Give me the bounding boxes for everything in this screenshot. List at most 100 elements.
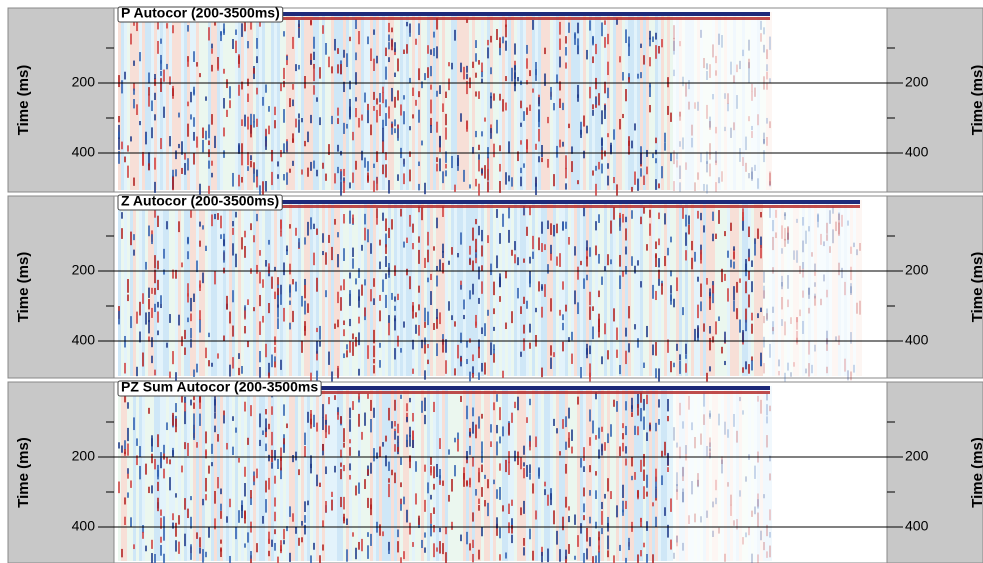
trace-wiggle xyxy=(295,282,297,292)
trace-wiggle xyxy=(499,273,501,287)
trace-wiggle xyxy=(736,519,738,529)
trace xyxy=(130,386,133,561)
trace-wiggle xyxy=(466,341,468,347)
trace xyxy=(364,200,367,376)
trace-wiggle xyxy=(358,268,360,278)
trace-wiggle xyxy=(706,161,708,172)
trace xyxy=(307,12,310,190)
trace-wiggle xyxy=(526,227,528,236)
trace-wiggle xyxy=(550,253,552,261)
trace-wiggle xyxy=(364,413,366,426)
trace xyxy=(649,386,652,561)
trace-wiggle xyxy=(145,312,147,324)
trace-wiggle xyxy=(409,398,411,402)
trace-wiggle xyxy=(763,139,765,144)
trace-wiggle xyxy=(244,305,246,310)
trace xyxy=(445,386,448,561)
trace-wiggle xyxy=(604,82,606,94)
trace-wiggle xyxy=(304,321,306,331)
trace-wiggle xyxy=(445,170,447,176)
trace-wiggle xyxy=(580,130,582,138)
trace-wiggle xyxy=(490,342,492,355)
trace-wiggle xyxy=(592,56,594,63)
trace-wiggle xyxy=(841,268,843,278)
trace xyxy=(652,386,655,561)
trace-wiggle xyxy=(376,217,378,225)
trace-wiggle xyxy=(718,177,720,183)
trace-wiggle xyxy=(196,442,198,448)
trace-wiggle xyxy=(319,67,321,78)
trace-wiggle xyxy=(373,59,375,71)
trace-wiggle xyxy=(385,244,387,254)
trace xyxy=(169,200,172,376)
trace-wiggle xyxy=(535,510,537,519)
trace-wiggle xyxy=(415,100,417,106)
trace-wiggle xyxy=(241,505,243,518)
trace-wiggle xyxy=(229,556,231,563)
trace xyxy=(544,12,547,190)
trace-wiggle xyxy=(349,81,351,90)
trace-wiggle xyxy=(427,45,429,54)
trace-wiggle xyxy=(649,85,651,97)
trace-wiggle xyxy=(520,123,522,127)
trace xyxy=(409,386,412,561)
trace-wiggle xyxy=(337,366,339,378)
trace-wiggle xyxy=(454,185,456,192)
trace-wiggle xyxy=(211,161,213,166)
trace-wiggle xyxy=(319,117,321,125)
trace-wiggle xyxy=(343,497,345,510)
trace xyxy=(601,12,604,190)
trace-wiggle xyxy=(424,258,426,268)
left-axis-label: Time (ms) xyxy=(15,437,32,508)
trace-wiggle xyxy=(676,443,678,448)
trace-wiggle xyxy=(490,424,492,432)
trace-wiggle xyxy=(742,410,744,414)
trace-wiggle xyxy=(658,183,660,188)
trace-wiggle xyxy=(340,497,342,507)
trace-wiggle xyxy=(514,451,516,462)
trace-wiggle xyxy=(367,345,369,359)
trace-wiggle xyxy=(367,498,369,508)
trace-wiggle xyxy=(742,537,744,544)
trace-wiggle xyxy=(616,184,618,196)
trace-wiggle xyxy=(742,367,744,373)
trace-wiggle xyxy=(220,234,222,239)
trace-wiggle xyxy=(253,114,255,122)
trace-wiggle xyxy=(382,531,384,536)
trace-wiggle xyxy=(694,252,696,262)
trace xyxy=(175,12,178,190)
trace-wiggle xyxy=(175,169,177,176)
trace-wiggle xyxy=(427,67,429,78)
trace-wiggle xyxy=(439,541,441,553)
trace xyxy=(202,386,205,561)
trace-wiggle xyxy=(262,516,264,524)
trace-wiggle xyxy=(427,312,429,326)
trace-wiggle xyxy=(172,450,174,457)
trace xyxy=(562,386,565,561)
trace-wiggle xyxy=(178,113,180,118)
trace-wiggle xyxy=(505,552,507,558)
trace-wiggle xyxy=(658,239,660,246)
trace-wiggle xyxy=(598,551,600,563)
trace-wiggle xyxy=(739,61,741,69)
trace-wiggle xyxy=(529,343,531,349)
trace-wiggle xyxy=(229,499,231,507)
trace-wiggle xyxy=(133,89,135,95)
trace xyxy=(820,200,823,376)
trace xyxy=(358,386,361,561)
trace-wiggle xyxy=(322,25,324,34)
trace-wiggle xyxy=(121,445,123,452)
trace-wiggle xyxy=(304,501,306,512)
trace-wiggle xyxy=(727,288,729,301)
trace-wiggle xyxy=(211,173,213,178)
trace-wiggle xyxy=(715,70,717,75)
trace-wiggle xyxy=(766,118,768,124)
trace-wiggle xyxy=(751,356,753,361)
trace-wiggle xyxy=(613,400,615,407)
trace-wiggle xyxy=(274,356,276,361)
trace-wiggle xyxy=(748,271,750,280)
trace-wiggle xyxy=(340,64,342,74)
trace-wiggle xyxy=(661,451,663,457)
trace-wiggle xyxy=(559,549,561,562)
trace-wiggle xyxy=(769,208,771,218)
